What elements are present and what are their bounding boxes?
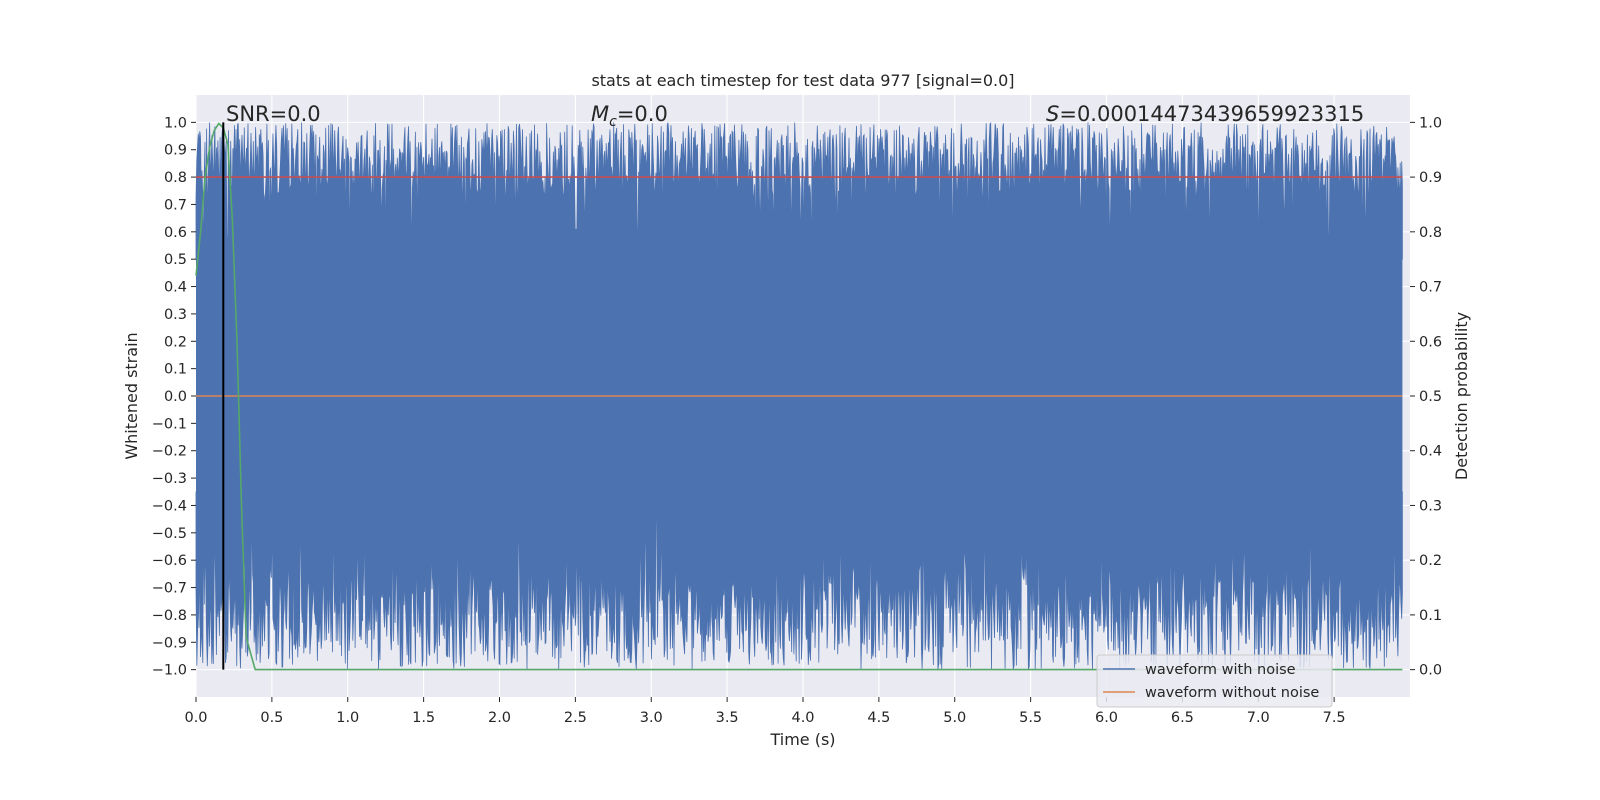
s-value: =0.00014473439659923315: [1059, 102, 1364, 126]
series-lines: [195, 122, 1403, 671]
y-axis-right-label: Detection probability: [1452, 312, 1471, 480]
legend-label: waveform without noise: [1145, 685, 1319, 701]
legend-box: [1096, 654, 1333, 708]
y-tick-label: 0.8: [164, 170, 187, 186]
y-right-tick-label: 0.1: [1419, 608, 1442, 624]
y-axis-left: 1.0 0.9 0.8 0.7 0.6 0.5 0.4 0.3 0.2 0.1 0.0 −0.1 −0.…: [152, 115, 196, 679]
x-tick-label: 5.5: [1019, 710, 1042, 726]
noise-upper: [195, 122, 1403, 273]
y-tick-label: 0.0: [164, 389, 187, 405]
y-tick-label: −0.6: [152, 553, 187, 569]
y-tick-label: 1.0: [164, 115, 187, 131]
y-tick-label: 0.3: [164, 307, 187, 323]
y-tick-label: −0.3: [152, 471, 187, 487]
y-tick-label: −0.9: [152, 635, 187, 651]
y-tick-label: 0.5: [164, 252, 187, 268]
x-tick-label: 2.0: [488, 710, 511, 726]
y-axis-right: 1.0 0.9 0.8 0.7 0.6 0.5 0.4 0.3 0.2 0.1 0.0: [1410, 115, 1442, 679]
y-right-tick-label: 1.0: [1419, 115, 1442, 131]
y-right-tick-label: 0.7: [1419, 280, 1442, 296]
x-tick-label: 0.0: [184, 710, 207, 726]
y-tick-label: −0.1: [152, 416, 187, 432]
x-axis: 0.0 0.5 1.0 1.5 2.0 2.5 3.0 3.5 4.0 4.5 5.0 5.5 6.0 6…: [184, 697, 1346, 726]
y-right-tick-label: 0.6: [1419, 334, 1442, 350]
x-tick-label: 7.5: [1323, 710, 1346, 726]
x-axis-label: Time (s): [769, 730, 835, 749]
y-right-tick-label: 0.3: [1419, 498, 1442, 514]
x-tick-label: 3.0: [640, 710, 663, 726]
y-tick-label: −0.8: [152, 608, 187, 624]
y-tick-label: 0.1: [164, 362, 187, 378]
s-annotation: S=0.00014473439659923315: [1046, 102, 1364, 126]
snr-annotation: SNR=0.0: [226, 102, 321, 126]
chart-title: stats at each timestep for test data 977…: [591, 71, 1014, 90]
series-detection-probability: [195, 122, 1403, 671]
x-tick-label: 0.5: [260, 710, 283, 726]
x-tick-label: 4.0: [791, 710, 814, 726]
mc-value: =0.0: [617, 102, 668, 126]
legend: waveform with noise waveform without nois…: [1096, 654, 1333, 708]
y-tick-label: 0.2: [164, 334, 187, 350]
legend-label: waveform with noise: [1145, 662, 1296, 678]
y-tick-label: −1.0: [152, 663, 187, 679]
x-tick-label: 3.5: [716, 710, 739, 726]
x-tick-label: 4.5: [867, 710, 890, 726]
y-right-tick-label: 0.9: [1419, 170, 1442, 186]
y-tick-label: −0.4: [152, 498, 187, 514]
y-right-tick-label: 0.2: [1419, 553, 1442, 569]
series-waveform-with-noise: [195, 122, 1403, 670]
x-tick-label: 6.5: [1171, 710, 1194, 726]
chirp-mass-annotation: Mc=0.0: [591, 102, 668, 130]
y-tick-label: 0.6: [164, 225, 187, 241]
noise-band: [196, 259, 1403, 492]
mc-subscript: c: [609, 114, 617, 130]
y-tick-label: 0.4: [164, 280, 187, 296]
y-right-tick-label: 0.5: [1419, 389, 1442, 405]
y-axis-label: Whitened strain: [122, 332, 141, 459]
noise-lower: [195, 491, 1403, 670]
y-tick-label: −0.2: [152, 444, 187, 460]
x-tick-label: 1.0: [336, 710, 359, 726]
y-tick-label: 0.9: [164, 143, 187, 159]
s-symbol: S: [1046, 102, 1059, 126]
y-tick-label: 0.7: [164, 197, 187, 213]
x-tick-label: 6.0: [1095, 710, 1118, 726]
x-tick-label: 5.0: [943, 710, 966, 726]
y-right-tick-label: 0.4: [1419, 444, 1442, 460]
x-tick-label: 2.5: [564, 710, 587, 726]
y-right-tick-label: 0.8: [1419, 225, 1442, 241]
x-tick-label: 1.5: [412, 710, 435, 726]
y-right-tick-label: 0.0: [1419, 663, 1442, 679]
x-tick-label: 7.0: [1247, 710, 1270, 726]
y-tick-label: −0.5: [152, 526, 187, 542]
mc-symbol: M: [591, 102, 609, 126]
y-tick-label: −0.7: [152, 581, 187, 597]
